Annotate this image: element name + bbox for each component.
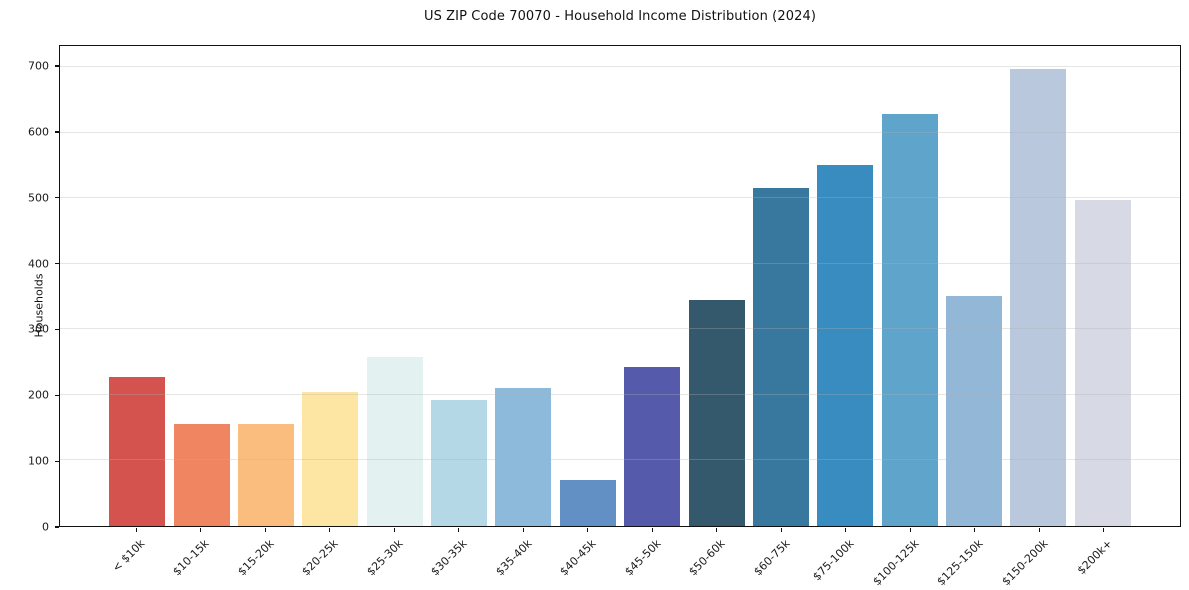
x-tick-mark	[329, 528, 331, 532]
bar-$100-125k	[881, 114, 938, 526]
bar-$200k+	[1074, 200, 1131, 526]
bar-slot	[234, 46, 298, 526]
y-tick-mark	[55, 263, 59, 265]
bar-$75-100k	[817, 165, 874, 526]
x-tick-label-$50-60k: $50-60k	[686, 537, 728, 579]
x-tick-mark	[264, 528, 266, 532]
y-tick-label-400: 400	[28, 257, 49, 271]
y-tick-mark	[55, 328, 59, 331]
x-tick-mark	[651, 528, 653, 532]
bars-layer	[60, 46, 1180, 526]
gridline-y100	[60, 459, 1180, 461]
x-tick-mark	[135, 528, 137, 532]
x-tick-mark	[393, 528, 395, 532]
gridline-y200	[60, 393, 1180, 395]
bar-slot	[105, 46, 169, 526]
bar-slot	[620, 46, 684, 526]
bar-$40-45k	[559, 480, 616, 526]
bar-slot	[169, 46, 233, 526]
x-tick-label-$40-45k: $40-45k	[557, 537, 599, 579]
y-tick-label-300: 300	[28, 322, 49, 336]
bar-< $10k	[109, 377, 166, 526]
gridline-y500	[60, 197, 1180, 199]
y-tick-mark	[55, 197, 59, 199]
y-tick-label-200: 200	[28, 388, 49, 402]
bar-$150-200k	[1010, 68, 1067, 526]
x-tick-mark	[1038, 528, 1040, 532]
bar-slot	[749, 46, 813, 526]
bar-$35-40k	[495, 388, 552, 526]
x-tick-label-$10-15k: $10-15k	[170, 537, 212, 579]
gridline-y600	[60, 131, 1180, 133]
gridline-y400	[60, 262, 1180, 264]
x-tick-label-$200k+: $200k+	[1074, 537, 1115, 578]
x-tick-mark	[909, 528, 911, 532]
y-tick-mark	[55, 131, 59, 133]
plot-area	[59, 45, 1181, 527]
bar-slot	[878, 46, 942, 526]
y-tick-mark	[55, 460, 59, 462]
bar-slot	[363, 46, 427, 526]
bar-$125-150k	[946, 295, 1003, 526]
bar-slot	[684, 46, 748, 526]
x-tick-mark	[716, 528, 718, 532]
bar-slot	[298, 46, 362, 526]
x-tick-mark	[845, 528, 847, 532]
bar-$60-75k	[752, 188, 809, 526]
bar-$10-15k	[173, 423, 230, 526]
x-tick-label-$100-125k: $100-125k	[870, 537, 922, 589]
bar-$15-20k	[237, 423, 294, 526]
bar-slot	[813, 46, 877, 526]
y-tick-label-500: 500	[28, 191, 49, 205]
x-tick-label-$25-30k: $25-30k	[364, 537, 406, 579]
gridline-y700	[60, 65, 1180, 67]
y-tick-label-700: 700	[28, 59, 49, 73]
x-tick-mark	[522, 528, 524, 532]
bar-slot	[427, 46, 491, 526]
x-tick-label-$75-100k: $75-100k	[810, 537, 857, 584]
y-tick-label-600: 600	[28, 125, 49, 139]
x-tick-label-< $10k: < $10k	[109, 537, 148, 575]
x-tick-label-$20-25k: $20-25k	[299, 537, 341, 579]
bar-$30-35k	[431, 400, 488, 526]
bar-$25-30k	[366, 357, 423, 526]
x-tick-label-$60-75k: $60-75k	[751, 537, 793, 579]
bar-$20-25k	[302, 391, 359, 526]
x-tick-mark	[780, 528, 782, 532]
y-tick-mark	[55, 394, 59, 396]
x-tick-mark	[458, 528, 460, 532]
gridline-y300	[60, 328, 1180, 330]
x-tick-label-$35-40k: $35-40k	[493, 537, 535, 579]
y-tick-mark	[55, 526, 59, 528]
bar-slot	[556, 46, 620, 526]
x-tick-mark	[1103, 528, 1105, 532]
chart-title: US ZIP Code 70070 - Household Income Dis…	[423, 9, 817, 24]
x-axis: < $10k $10-15k $15-20k $20-25k $25-30k $30-35…	[59, 527, 1181, 590]
bar-slot	[942, 46, 1006, 526]
bar-slot	[1006, 46, 1070, 526]
bar-$45-50k	[624, 367, 681, 526]
x-tick-label-$30-35k: $30-35k	[428, 537, 470, 579]
bar-slot	[1071, 46, 1135, 526]
y-tick-label-100: 100	[28, 454, 49, 468]
x-tick-mark	[974, 528, 976, 532]
x-tick-label-$15-20k: $15-20k	[235, 537, 277, 579]
x-tick-label-$125-150k: $125-150k	[934, 537, 986, 589]
x-tick-mark	[200, 528, 202, 532]
bar-$50-60k	[688, 300, 745, 526]
x-tick-label-$150-200k: $150-200k	[999, 537, 1051, 589]
y-tick-mark	[55, 65, 59, 67]
x-tick-label-$45-50k: $45-50k	[622, 537, 664, 579]
y-tick-label-0: 0	[42, 520, 49, 534]
bar-slot	[491, 46, 555, 526]
y-axis: Households 0 100 200 300 400 500 600 700	[0, 45, 59, 534]
x-tick-mark	[587, 528, 589, 532]
